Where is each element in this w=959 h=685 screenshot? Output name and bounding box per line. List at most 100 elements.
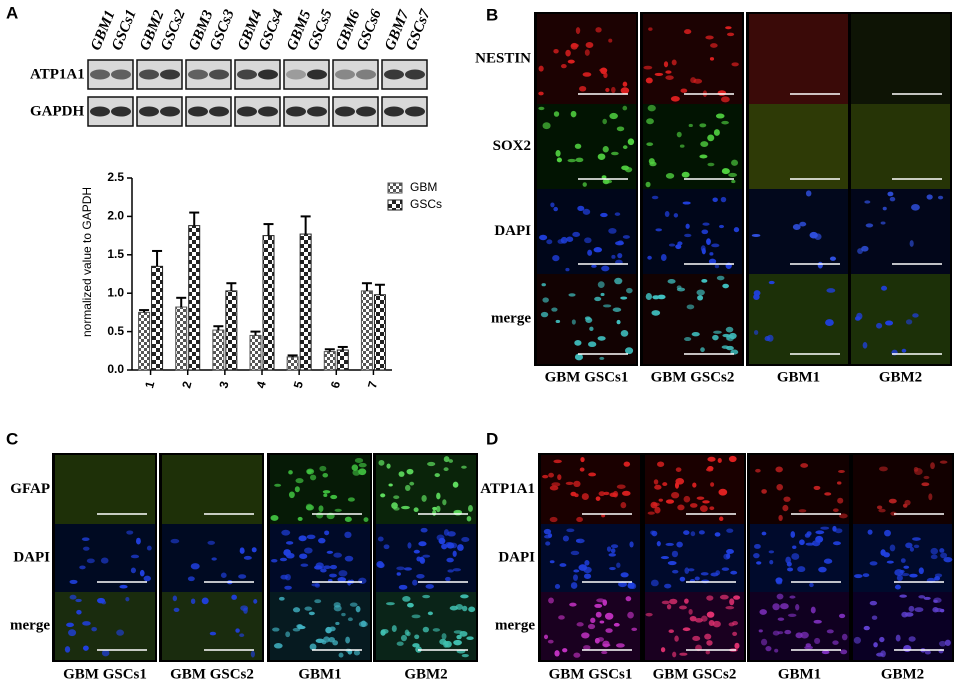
cell	[713, 129, 720, 136]
cell	[600, 292, 605, 297]
cell	[404, 567, 412, 571]
y-tick-label: 2.5	[107, 170, 124, 184]
row-label: DAPI	[13, 549, 50, 565]
cell	[904, 499, 911, 506]
y-tick-label: 1.0	[107, 285, 124, 299]
cell	[445, 576, 451, 582]
cell	[841, 633, 848, 641]
cell	[753, 294, 760, 300]
cell	[597, 281, 605, 288]
cell	[937, 195, 944, 200]
micrograph	[162, 592, 262, 660]
cell	[672, 569, 679, 574]
cell	[314, 599, 322, 604]
cell	[696, 496, 705, 500]
cell	[880, 549, 886, 556]
cell	[726, 32, 735, 37]
cell	[798, 509, 807, 513]
cell	[708, 258, 717, 265]
cell	[824, 492, 832, 496]
cell	[652, 502, 660, 507]
cell	[813, 485, 821, 490]
cell	[705, 35, 714, 40]
cell	[562, 535, 570, 542]
cell	[690, 77, 697, 84]
cell	[695, 618, 703, 623]
cell	[448, 459, 454, 463]
cell	[456, 634, 462, 640]
cell	[725, 605, 735, 610]
cell	[425, 584, 434, 589]
cell	[347, 497, 355, 502]
blot-band	[90, 69, 110, 80]
cell	[573, 652, 581, 658]
cell	[300, 563, 309, 567]
cell	[809, 231, 818, 239]
cell	[143, 575, 151, 582]
bar	[360, 290, 373, 371]
cell	[570, 42, 578, 50]
cell	[692, 482, 697, 488]
cell	[548, 472, 554, 478]
cell	[698, 530, 705, 535]
cell	[406, 468, 414, 475]
cell	[601, 514, 606, 518]
cell	[288, 470, 293, 475]
cell	[326, 550, 334, 554]
cell	[720, 96, 730, 103]
cell	[702, 222, 710, 226]
cell	[566, 528, 575, 533]
x-tick-label: 5	[291, 379, 306, 389]
cell	[660, 254, 667, 262]
cell	[461, 536, 470, 543]
row-label: DAPI	[494, 223, 531, 239]
cell	[460, 594, 469, 599]
cell	[565, 481, 574, 485]
y-tick-label: 0.5	[107, 324, 124, 338]
cell	[285, 541, 294, 545]
cell	[676, 541, 683, 548]
cell	[862, 341, 868, 349]
cell	[602, 146, 609, 153]
cell	[675, 467, 682, 472]
cell	[930, 462, 935, 470]
cell	[734, 642, 740, 649]
cell	[930, 547, 939, 555]
cell	[557, 239, 565, 244]
cell	[712, 197, 718, 203]
blot-band	[188, 69, 208, 80]
cell	[713, 330, 722, 334]
cell	[599, 620, 605, 624]
cell	[309, 643, 317, 651]
bar	[138, 311, 151, 371]
cell	[699, 154, 708, 159]
cell	[721, 120, 729, 125]
blot-band	[307, 69, 327, 80]
cell	[899, 594, 907, 598]
cell	[344, 555, 354, 562]
cell	[837, 497, 844, 504]
blot-band	[335, 69, 355, 80]
cell	[436, 492, 441, 500]
cell	[588, 341, 597, 348]
cell	[538, 65, 544, 72]
cell	[706, 640, 713, 646]
blot-band	[160, 69, 180, 80]
cell	[318, 505, 324, 512]
cell	[553, 111, 560, 117]
cell	[913, 466, 919, 472]
cell	[422, 626, 430, 633]
cell	[614, 212, 621, 216]
cell	[660, 556, 669, 560]
cell	[707, 162, 715, 167]
cell	[731, 179, 736, 184]
blot-band	[384, 69, 404, 80]
cell	[664, 583, 672, 589]
cell	[298, 625, 306, 630]
cell	[333, 602, 341, 608]
cell	[391, 502, 398, 509]
cell	[69, 594, 77, 600]
cell	[585, 41, 594, 49]
cell	[407, 542, 412, 549]
cell	[896, 574, 903, 582]
